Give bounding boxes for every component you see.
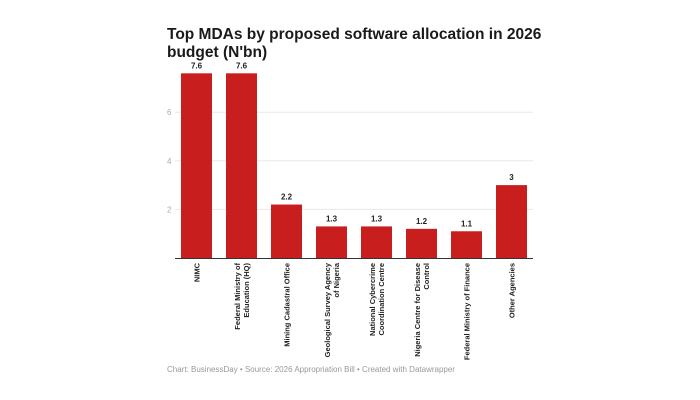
- x-tick-label: Nigeria Centre for Disease: [413, 263, 422, 357]
- data-label: 1.3: [326, 214, 338, 223]
- data-label: 1.2: [416, 217, 428, 226]
- bar: [181, 73, 212, 258]
- bar: [451, 231, 482, 258]
- bar: [316, 226, 347, 258]
- bar: [271, 204, 302, 258]
- x-tick-label: Federal Ministry of Finance: [463, 263, 472, 360]
- x-tick-label: Education (HQ): [242, 263, 251, 318]
- x-tick-label: of Nigeria: [332, 262, 341, 297]
- chart-footer: Chart: BusinessDay • Source: 2026 Approp…: [167, 365, 455, 374]
- bar: [406, 228, 437, 258]
- data-label: 3: [509, 173, 514, 182]
- data-label: 1.3: [371, 214, 383, 223]
- bar: [226, 73, 257, 258]
- x-tick-label: Other Agencies: [508, 263, 517, 318]
- x-tick-label: Control: [422, 263, 431, 290]
- chart-title: Top MDAs by proposed software allocation…: [167, 26, 542, 61]
- y-tick-label: 6: [167, 108, 172, 117]
- data-label: 2.2: [281, 193, 293, 202]
- x-tick-label: National Cybercrime: [368, 263, 377, 336]
- y-tick-label: 4: [167, 157, 172, 166]
- x-tick-label: Geological Survey Agency: [323, 262, 332, 357]
- data-label: 1.1: [461, 219, 473, 228]
- data-label: 7.6: [236, 61, 248, 70]
- x-tick-label: Coordination Centre: [377, 263, 386, 336]
- x-tick-label: Federal Ministry of: [233, 263, 242, 330]
- x-tick-label: NIMC: [193, 262, 202, 282]
- bar: [496, 185, 527, 258]
- bar: [361, 226, 392, 258]
- x-tick-label: Mining Cadastral Office: [283, 263, 292, 347]
- data-label: 7.6: [191, 61, 203, 70]
- y-tick-label: 2: [167, 205, 172, 214]
